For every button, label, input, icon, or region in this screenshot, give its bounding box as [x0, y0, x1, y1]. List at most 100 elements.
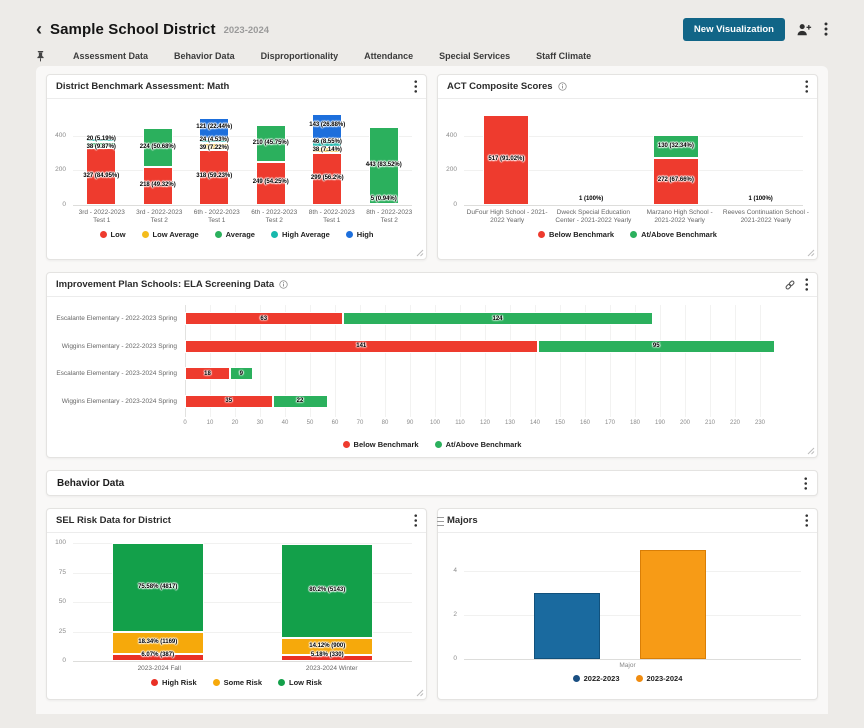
x-axis-tick: 180: [629, 420, 640, 426]
sel-kebab-menu-icon[interactable]: [413, 514, 418, 527]
bar-segment[interactable]: [368, 127, 399, 205]
bar-segment[interactable]: 35: [185, 394, 273, 408]
tab-disproportionality[interactable]: Disproportionality: [260, 51, 339, 61]
bar-segment[interactable]: [281, 638, 374, 655]
tab-assessment-data[interactable]: Assessment Data: [73, 51, 149, 61]
bar-segment[interactable]: [142, 167, 173, 205]
bar-segment[interactable]: 95: [537, 339, 775, 353]
legend-label: At/Above Benchmark: [641, 230, 717, 239]
bar-segment[interactable]: 141: [185, 339, 538, 353]
bar-segment[interactable]: [111, 543, 204, 633]
act-kebab-menu-icon[interactable]: [804, 80, 809, 93]
x-axis-tick: 30: [256, 420, 264, 426]
info-icon[interactable]: [557, 82, 567, 91]
x-axis-tick: 80: [381, 420, 389, 426]
bar-segment[interactable]: [568, 203, 615, 205]
bar-segment[interactable]: 18: [185, 367, 230, 380]
resize-handle-icon[interactable]: [416, 689, 424, 697]
bar-segment[interactable]: [312, 146, 343, 154]
bar-segment[interactable]: [199, 117, 230, 139]
legend-item[interactable]: Below Benchmark: [538, 230, 614, 239]
bar-segment[interactable]: [86, 148, 117, 205]
stacked-bar: 1 (100%): [737, 113, 784, 205]
resize-handle-icon[interactable]: [416, 249, 424, 257]
bar-segment[interactable]: 22: [272, 394, 328, 408]
back-chevron-icon[interactable]: ‹: [36, 19, 42, 39]
bar-segment[interactable]: [111, 632, 204, 654]
bar-segment[interactable]: [199, 138, 230, 144]
bar-segment[interactable]: [86, 138, 117, 142]
bars-row: 20 (5.19%) 38 (9.87%) 327 (84.95%) 224 (50.…: [73, 113, 412, 205]
legend-item[interactable]: At/Above Benchmark: [630, 230, 717, 239]
pin-icon[interactable]: [36, 50, 45, 62]
gridline: [410, 305, 411, 417]
stacked-bar: 130 (32.34%) 272 (67.66%): [652, 113, 699, 205]
section-kebab-menu-icon[interactable]: [803, 476, 808, 490]
legend-item[interactable]: Average: [214, 230, 255, 239]
bar-segment[interactable]: [199, 149, 230, 205]
ela-screening-chart: 0 10 20 30 40 50 60 70 80 90 100 110 120 130 140 150 160…: [47, 301, 817, 449]
legend-item[interactable]: Low Risk: [278, 678, 322, 687]
legend-item[interactable]: High Average: [270, 230, 330, 239]
bar-segment[interactable]: [737, 203, 784, 205]
header-kebab-menu-icon[interactable]: [824, 22, 828, 36]
section-title: Behavior Data: [57, 477, 125, 489]
ela-kebab-menu-icon[interactable]: [804, 278, 809, 291]
bar-segment[interactable]: [281, 543, 374, 639]
x-axis-tick: 20: [231, 420, 239, 426]
x-axis-category-label: Reeves Continuation School - 2021-2022 Y…: [722, 209, 809, 224]
bar-segment[interactable]: [312, 113, 343, 139]
bar-segment[interactable]: [483, 115, 530, 205]
bar[interactable]: [640, 549, 706, 659]
bar-value-label: 18: [204, 370, 211, 377]
bar-segment[interactable]: [312, 138, 343, 147]
bar-segment[interactable]: [111, 653, 204, 661]
bar-segment[interactable]: [142, 128, 173, 168]
info-icon[interactable]: [279, 280, 288, 289]
majors-kebab-menu-icon[interactable]: [804, 514, 809, 527]
legend-item[interactable]: High Risk: [151, 678, 197, 687]
legend-item[interactable]: 2023-2024: [635, 674, 682, 683]
legend-item[interactable]: 2022-2023: [572, 674, 620, 683]
link-icon[interactable]: [784, 279, 796, 291]
legend-label: Below Benchmark: [549, 230, 615, 239]
legend-item[interactable]: High: [345, 230, 373, 239]
gridline: [73, 661, 412, 662]
resize-handle-icon[interactable]: [807, 447, 815, 455]
bar-segment[interactable]: 63: [185, 312, 343, 325]
tab-staff-climate[interactable]: Staff Climate: [536, 51, 592, 61]
new-visualization-button[interactable]: New Visualization: [682, 17, 785, 41]
tab-attendance[interactable]: Attendance: [364, 51, 414, 61]
gridline: [73, 135, 412, 137]
bar-segment[interactable]: [652, 135, 699, 158]
bar-segment[interactable]: [312, 153, 343, 205]
tab-special-services[interactable]: Special Services: [439, 51, 511, 61]
legend-item[interactable]: Below Benchmark: [342, 440, 419, 449]
bar-segment[interactable]: [281, 654, 374, 661]
bar-segment[interactable]: [255, 125, 286, 162]
chart-legend: 2022-2023 2023-2024: [438, 674, 817, 683]
legend-label: Below Benchmark: [353, 440, 419, 449]
bar-segment[interactable]: 9: [230, 367, 253, 380]
legend-item[interactable]: Low: [99, 230, 126, 239]
bar-segment[interactable]: [86, 141, 117, 149]
tab-behavior-data[interactable]: Behavior Data: [174, 51, 235, 61]
bar-segment[interactable]: [199, 143, 230, 150]
legend-item[interactable]: At/Above Benchmark: [434, 440, 521, 449]
legend-label: High Risk: [162, 678, 197, 687]
bar-segment[interactable]: [255, 161, 286, 205]
bar[interactable]: [534, 593, 600, 659]
legend-swatch-icon: [345, 231, 353, 238]
resize-handle-icon[interactable]: [807, 249, 815, 257]
y-axis-tick: 75: [58, 568, 66, 576]
benchmark-math-kebab-menu-icon[interactable]: [413, 80, 418, 93]
x-axis-tick: 50: [306, 420, 314, 426]
legend-item[interactable]: Some Risk: [212, 678, 262, 687]
legend-item[interactable]: Low Average: [141, 230, 199, 239]
drag-handle-icon[interactable]: [437, 516, 444, 527]
gridline: [535, 305, 536, 417]
bar-segment[interactable]: 124: [342, 312, 653, 325]
y-axis-tick: 400: [446, 131, 457, 139]
share-user-icon[interactable]: [797, 23, 812, 36]
bar-segment[interactable]: [652, 157, 699, 205]
